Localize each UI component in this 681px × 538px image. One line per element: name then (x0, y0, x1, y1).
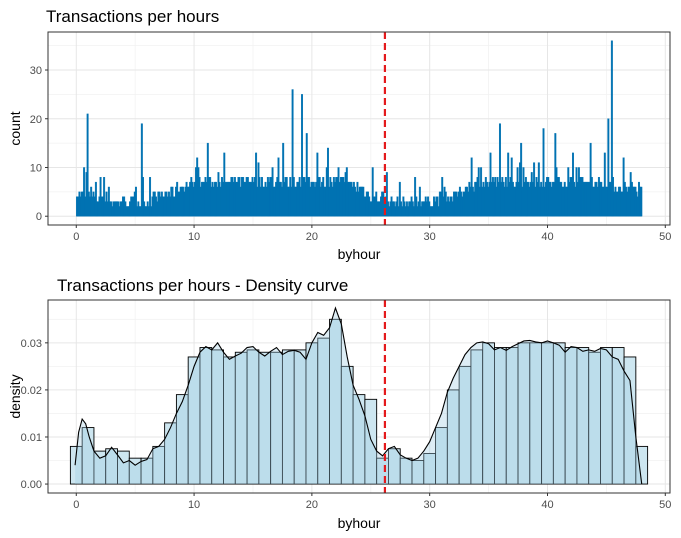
density-curve (74, 306, 643, 485)
bar (103, 177, 106, 217)
bar (326, 147, 329, 217)
bar (291, 89, 294, 217)
x-tick-label: 50 (659, 499, 671, 511)
x-tick-label: 30 (424, 231, 436, 243)
bar (418, 186, 421, 217)
bar (640, 186, 643, 217)
x-tick-label: 10 (188, 499, 200, 511)
chart-title: Transactions per hours - Density curve (57, 276, 348, 295)
x-tick-label: 0 (73, 231, 79, 243)
bar (282, 142, 285, 217)
x-tick-label: 40 (541, 231, 553, 243)
y-tick-label: 0.00 (21, 479, 42, 491)
bar (83, 167, 86, 217)
bar (603, 152, 606, 217)
y-tick-label: 0.01 (21, 432, 42, 444)
panel-border (47, 31, 671, 226)
bar (398, 181, 401, 217)
bar (385, 172, 388, 217)
bar (498, 123, 501, 217)
x-tick-label: 30 (424, 499, 436, 511)
axes: 0 10 20 30 40 50 0 10 20 30 (30, 65, 672, 243)
chart-density-curve: Transactions per hours - Density curve 0… (7, 276, 671, 531)
panel-border (47, 299, 671, 494)
bar (371, 167, 374, 217)
y-axis-title: density (7, 374, 23, 418)
histogram-bar (623, 356, 637, 485)
y-tick-label: 30 (30, 65, 42, 77)
histogram-bars (69, 308, 649, 485)
histogram-bar (364, 398, 378, 485)
bar (140, 123, 143, 217)
x-tick-label: 20 (306, 499, 318, 511)
bar (305, 133, 308, 217)
bar (86, 113, 89, 217)
y-tick-label: 0.02 (21, 385, 42, 397)
y-tick-label: 0.03 (21, 338, 42, 350)
bar (607, 118, 610, 217)
bars (76, 40, 643, 217)
bar (255, 152, 258, 217)
y-tick-label: 0 (36, 211, 42, 223)
bar (301, 94, 304, 217)
density-area (75, 308, 642, 485)
bar (520, 142, 523, 217)
x-tick-label: 40 (541, 499, 553, 511)
x-tick-label: 10 (188, 231, 200, 243)
x-axis-title: byhour (338, 515, 381, 531)
bar (94, 181, 97, 217)
chart-transactions-per-hours: Transactions per hours 0 10 20 30 40 50 0 10 20 3… (7, 7, 671, 262)
bar (542, 128, 545, 217)
y-tick-label: 10 (30, 162, 42, 174)
bar (134, 186, 137, 217)
x-tick-label: 0 (73, 499, 79, 511)
y-axis-title: count (7, 111, 23, 145)
bar (149, 177, 152, 217)
chart-title: Transactions per hours (46, 7, 219, 26)
x-tick-label: 50 (659, 231, 671, 243)
x-axis-title: byhour (338, 246, 381, 262)
bar (142, 177, 144, 217)
axes: 0 10 20 30 40 50 0.00 0.01 0.02 0.03 (21, 338, 672, 511)
bar (610, 40, 613, 217)
x-tick-label: 20 (306, 231, 318, 243)
y-tick-label: 20 (30, 114, 42, 126)
